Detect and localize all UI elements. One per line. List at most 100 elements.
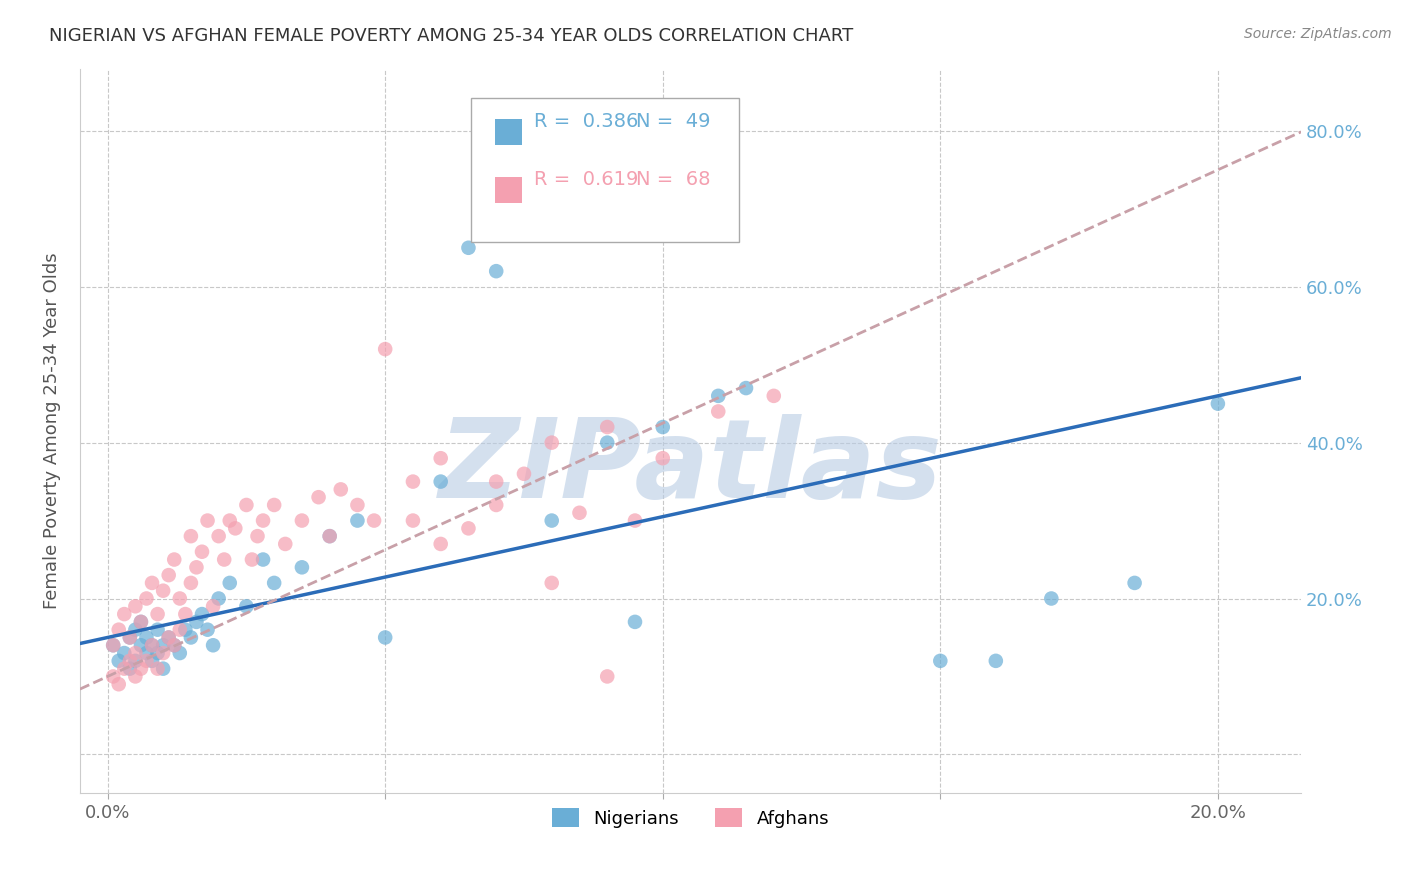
Point — [208, 529, 231, 543]
Point — [596, 435, 619, 450]
Point — [429, 537, 451, 551]
Point — [429, 475, 451, 489]
Point — [402, 514, 425, 528]
FancyBboxPatch shape — [471, 97, 740, 243]
Point — [485, 264, 508, 278]
Point — [112, 662, 135, 676]
Point — [186, 615, 208, 629]
Point — [124, 646, 146, 660]
Point — [274, 537, 297, 551]
Point — [197, 514, 219, 528]
Point — [124, 669, 146, 683]
Point — [651, 451, 673, 466]
Text: NIGERIAN VS AFGHAN FEMALE POVERTY AMONG 25-34 YEAR OLDS CORRELATION CHART: NIGERIAN VS AFGHAN FEMALE POVERTY AMONG … — [49, 27, 853, 45]
Point — [984, 654, 1007, 668]
Point — [186, 560, 208, 574]
Point — [157, 631, 180, 645]
Point — [1123, 575, 1146, 590]
Point — [235, 498, 257, 512]
Point — [540, 514, 562, 528]
Point — [135, 654, 157, 668]
Point — [141, 654, 163, 668]
Point — [174, 607, 197, 621]
Point — [118, 654, 141, 668]
Point — [141, 638, 163, 652]
Point — [212, 552, 235, 566]
Point — [124, 654, 146, 668]
Point — [118, 662, 141, 676]
Point — [252, 552, 274, 566]
Point — [485, 498, 508, 512]
Point — [141, 575, 163, 590]
Legend: Nigerians, Afghans: Nigerians, Afghans — [544, 801, 837, 835]
Y-axis label: Female Poverty Among 25-34 Year Olds: Female Poverty Among 25-34 Year Olds — [44, 252, 60, 609]
Text: N =  49: N = 49 — [636, 112, 710, 131]
Point — [735, 381, 758, 395]
Point — [180, 575, 202, 590]
Point — [218, 575, 240, 590]
Point — [224, 521, 246, 535]
Point — [163, 638, 186, 652]
Point — [107, 623, 129, 637]
Point — [163, 552, 186, 566]
Point — [129, 615, 152, 629]
Point — [291, 560, 314, 574]
Point — [180, 631, 202, 645]
FancyBboxPatch shape — [495, 119, 522, 145]
Point — [318, 529, 340, 543]
Point — [540, 435, 562, 450]
Point — [174, 623, 197, 637]
Point — [101, 638, 124, 652]
Point — [707, 389, 730, 403]
Point — [363, 514, 385, 528]
Point — [129, 662, 152, 676]
Point — [112, 646, 135, 660]
Point — [485, 475, 508, 489]
Point — [540, 575, 562, 590]
Text: N =  68: N = 68 — [636, 169, 710, 189]
Point — [129, 638, 152, 652]
Text: R =  0.619: R = 0.619 — [534, 169, 638, 189]
Point — [263, 575, 285, 590]
Point — [346, 498, 368, 512]
Point — [707, 404, 730, 418]
Point — [218, 514, 240, 528]
Point — [624, 615, 647, 629]
Point — [1206, 397, 1229, 411]
Point — [762, 389, 785, 403]
Point — [152, 662, 174, 676]
Point — [107, 654, 129, 668]
Text: ZIPatlas: ZIPatlas — [439, 414, 942, 521]
Point — [197, 623, 219, 637]
Point — [169, 591, 191, 606]
Point — [163, 638, 186, 652]
Point — [318, 529, 340, 543]
Point — [146, 646, 169, 660]
Point — [252, 514, 274, 528]
Point — [169, 646, 191, 660]
Point — [129, 615, 152, 629]
Point — [568, 506, 591, 520]
Point — [101, 638, 124, 652]
Point — [596, 420, 619, 434]
Point — [429, 451, 451, 466]
Point — [263, 498, 285, 512]
Text: Source: ZipAtlas.com: Source: ZipAtlas.com — [1244, 27, 1392, 41]
Point — [135, 646, 157, 660]
Point — [308, 490, 330, 504]
Point — [329, 483, 352, 497]
Point — [457, 241, 479, 255]
Point — [402, 475, 425, 489]
Point — [191, 545, 214, 559]
Point — [118, 631, 141, 645]
Point — [124, 623, 146, 637]
Point — [157, 568, 180, 582]
FancyBboxPatch shape — [495, 177, 522, 202]
Point — [513, 467, 536, 481]
Point — [169, 623, 191, 637]
Point — [180, 529, 202, 543]
Point — [346, 514, 368, 528]
Point — [651, 420, 673, 434]
Point — [146, 623, 169, 637]
Point — [152, 638, 174, 652]
